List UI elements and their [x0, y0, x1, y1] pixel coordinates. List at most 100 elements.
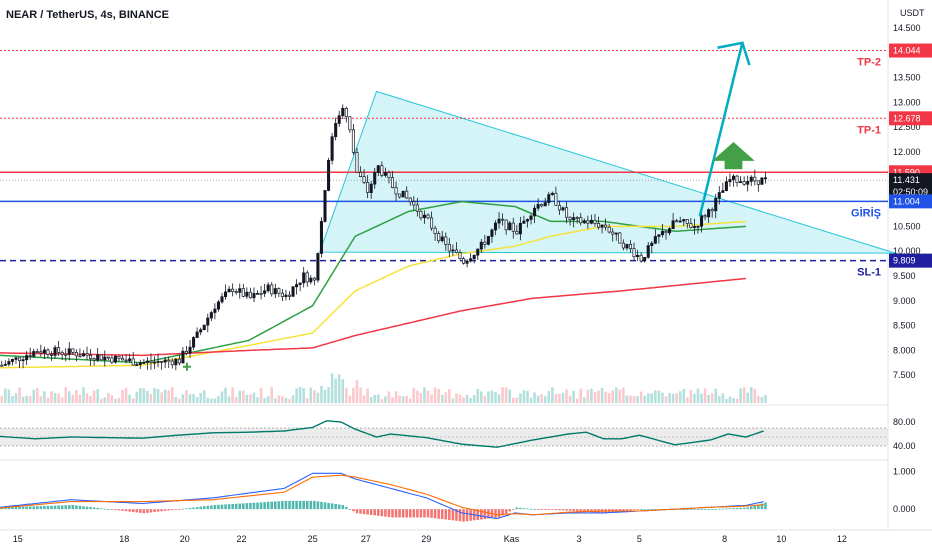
macd-histogram-bar [192, 507, 195, 510]
symbol-title[interactable]: NEAR / TetherUS, 4s, BINANCE [6, 9, 169, 21]
macd-histogram-bar [639, 509, 643, 510]
macd-histogram-bar [732, 508, 735, 510]
volume-bar [192, 393, 195, 403]
macd-histogram-bar [124, 509, 128, 512]
volume-bar [529, 397, 533, 403]
volume-bar [725, 398, 728, 403]
volume-bar [149, 394, 153, 403]
macd-histogram-bar [114, 509, 117, 510]
volume-bar [39, 396, 43, 403]
volume-bar [128, 394, 131, 403]
macd-histogram-bar [391, 509, 394, 518]
volume-bar [295, 388, 298, 403]
candle [334, 123, 338, 138]
macd-histogram-bar [558, 509, 561, 511]
macd-tick-label: 1.000 [893, 466, 916, 476]
price-tick-label: 12.000 [893, 147, 921, 157]
volume-bar [266, 396, 270, 403]
candle [572, 217, 576, 221]
entry-price-tag-bg [889, 194, 932, 209]
volume-bar [646, 393, 650, 403]
volume-bar [458, 394, 462, 403]
macd-histogram-bar [43, 505, 46, 510]
macd-histogram-bar [75, 505, 78, 510]
macd-histogram-bar [298, 500, 302, 510]
candle [49, 354, 54, 356]
volume-bar [671, 393, 675, 403]
macd-histogram-bar [650, 509, 654, 510]
candle [398, 193, 402, 198]
candle [390, 177, 395, 188]
volume-bar [533, 392, 536, 403]
volume-bar [362, 395, 366, 403]
volume-bar [423, 387, 426, 403]
macd-histogram-bar [291, 500, 295, 510]
macd-histogram-bar [419, 509, 423, 518]
candle [46, 349, 50, 355]
candle [131, 358, 135, 366]
macd-histogram-bar [423, 509, 426, 518]
volume-bar [146, 390, 149, 403]
volume-bar [188, 394, 192, 403]
time-tick-label: 3 [576, 534, 581, 544]
macd-histogram-bar [224, 504, 227, 510]
volume-bar [462, 397, 465, 403]
candle [60, 352, 64, 355]
macd-histogram-bar [352, 509, 355, 512]
macd-histogram-bar [252, 502, 256, 510]
volume-bar [28, 396, 32, 403]
macd-histogram-bar [384, 509, 387, 517]
candle [430, 217, 434, 229]
candle [106, 356, 110, 359]
macd-histogram-bar [323, 502, 327, 510]
volume-bar [124, 387, 128, 403]
candle [401, 190, 405, 198]
candle [220, 296, 224, 303]
candle [415, 204, 419, 212]
volume-bar [355, 380, 359, 403]
volume-bar [543, 396, 547, 403]
volume-bar [465, 394, 469, 403]
candle [515, 230, 519, 235]
volume-bar [181, 394, 185, 403]
candle [302, 272, 306, 284]
macd-histogram-bar [131, 509, 135, 513]
volume-bar [504, 387, 508, 403]
candle [447, 244, 451, 252]
volume-bar [700, 393, 703, 403]
candle [298, 282, 302, 285]
macd-histogram-bar [739, 507, 742, 510]
macd-histogram-bar [366, 509, 369, 515]
macd-histogram-bar [181, 508, 185, 510]
macd-histogram-bar [355, 509, 359, 514]
macd-histogram-bar [227, 504, 231, 510]
volume-bar [703, 388, 707, 403]
volume-bar [249, 394, 252, 403]
volume-bar [153, 388, 156, 403]
macd-histogram-bar [632, 509, 636, 510]
candle [252, 293, 256, 299]
candle [192, 337, 196, 348]
macd-histogram-bar [416, 509, 419, 518]
candle [422, 214, 426, 219]
macd-histogram-bar [188, 507, 192, 510]
macd-histogram-bar [25, 506, 28, 510]
candle [255, 292, 260, 295]
macd-histogram-bar [377, 509, 380, 516]
macd-histogram-bar [110, 509, 114, 510]
candle [493, 222, 498, 231]
volume-bar [107, 393, 110, 403]
volume-bar [394, 391, 398, 403]
macd-tick-label: 0.000 [893, 504, 916, 514]
macd-histogram-bar [277, 501, 281, 510]
macd-histogram-bar [494, 509, 497, 518]
volume-bar [231, 387, 234, 403]
volume-bar [57, 393, 60, 403]
volume-bar [217, 396, 220, 403]
candle [710, 209, 714, 212]
price-tick-label: 12.500 [893, 122, 921, 132]
macd-histogram-bar [394, 509, 398, 518]
volume-bar [558, 393, 561, 403]
